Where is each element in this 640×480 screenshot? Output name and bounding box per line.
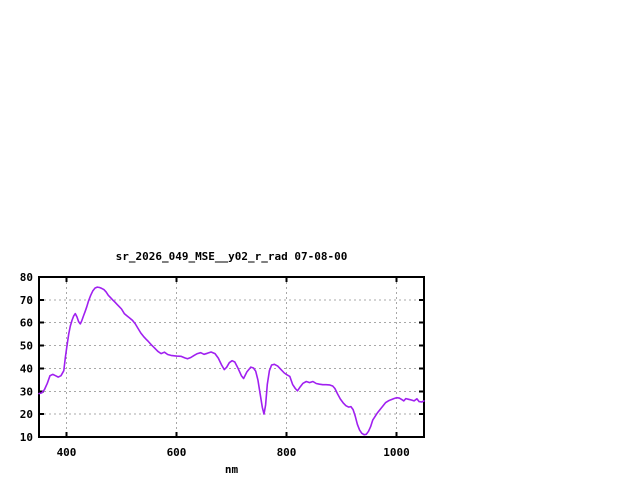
y-tick-label: 70 [20,294,33,307]
y-tick-label: 80 [20,271,33,284]
y-tick-label: 50 [20,340,33,353]
y-tick-label: 10 [20,431,33,444]
x-axis-title: nm [224,463,239,476]
y-tick-label: 30 [20,385,33,398]
y-tick-label: 40 [20,362,33,375]
chart-title: sr_2026_049_MSE__y02_r_rad 07-08-00 [115,250,348,263]
x-tick-label: 1000 [383,446,410,459]
x-tick-label: 800 [277,446,297,459]
y-tick-label: 60 [20,317,33,330]
data-line [38,286,425,436]
y-tick-label: 20 [20,408,33,421]
x-tick-label: 600 [167,446,187,459]
x-tick-label: 400 [57,446,77,459]
plot-border [38,276,425,438]
